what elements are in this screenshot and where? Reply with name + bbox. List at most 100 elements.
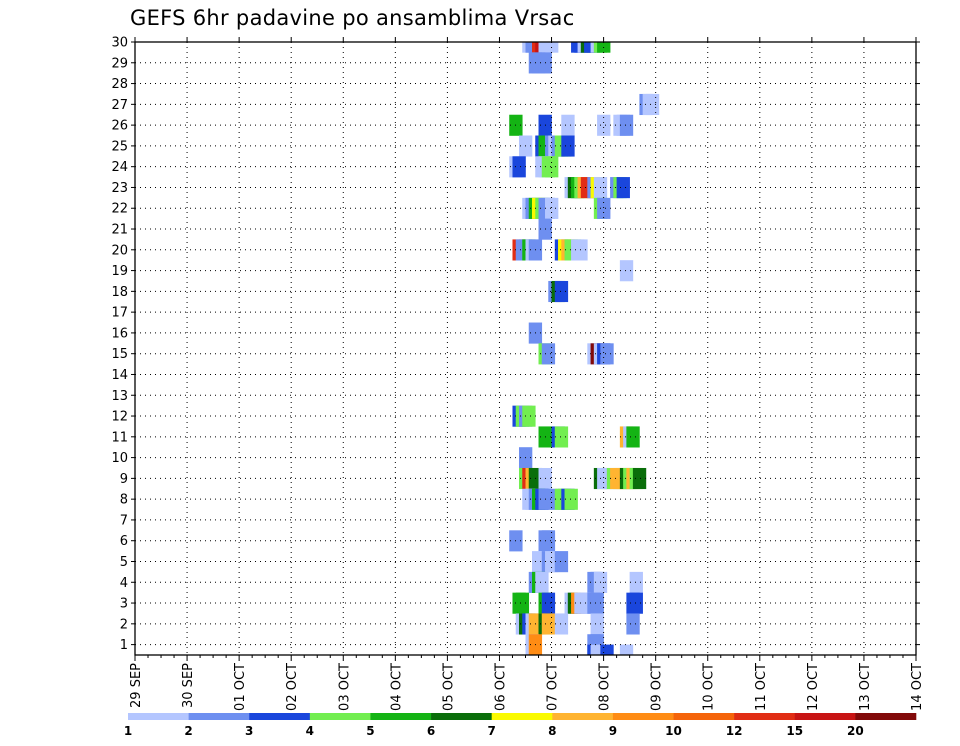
data-cell (561, 114, 575, 136)
legend-color-swatch (612, 713, 674, 720)
legend-color-swatch (249, 713, 311, 720)
legend-color-swatch (552, 713, 614, 720)
data-cell (616, 177, 630, 199)
y-tick-label: 12 (111, 410, 128, 425)
y-tick-label: 28 (111, 77, 128, 92)
legend-label: 9 (609, 724, 617, 738)
data-cell (590, 613, 604, 635)
x-tick-label: 04 OCT (389, 663, 404, 711)
data-cell (554, 551, 569, 573)
x-tick-label: 05 OCT (441, 663, 456, 711)
data-cell (619, 260, 634, 282)
y-tick-label: 9 (120, 472, 128, 487)
y-tick-label: 15 (111, 347, 128, 362)
y-tick-label: 26 (111, 119, 128, 134)
data-cell (515, 592, 530, 614)
y-tick-label: 17 (111, 306, 128, 321)
y-tick-label: 21 (111, 223, 128, 238)
y-tick-label: 16 (111, 326, 128, 341)
legend-label: 8 (548, 724, 556, 738)
x-tick-label: 29 SEP (129, 663, 144, 708)
legend-label: 7 (488, 724, 496, 738)
x-tick-label: 14 OCT (910, 663, 925, 711)
legend-color-swatch (855, 713, 917, 720)
y-tick-label: 30 (111, 36, 128, 51)
data-cell (512, 156, 526, 178)
y-tick-label: 10 (111, 451, 128, 466)
data-cell (626, 613, 640, 635)
x-tick-label: 01 OCT (233, 663, 248, 711)
data-cell (619, 114, 634, 136)
x-tick-label: 09 OCT (650, 663, 665, 711)
legend-label: 15 (786, 724, 803, 738)
data-cell (597, 114, 611, 136)
data-cell (564, 488, 578, 510)
y-tick-label: 27 (111, 98, 128, 113)
x-tick-label: 03 OCT (337, 663, 352, 711)
x-tick-label: 10 OCT (702, 663, 717, 711)
data-cell (629, 571, 643, 593)
legend-label: 10 (665, 724, 682, 738)
legend-color-swatch (370, 713, 432, 720)
legend-color-swatch (309, 713, 371, 720)
x-tick-label: 02 OCT (285, 663, 300, 711)
data-cell (554, 426, 569, 448)
y-tick-label: 20 (111, 243, 128, 258)
data-cell (600, 644, 614, 656)
data-cell (600, 343, 614, 365)
chart-title: GEFS 6hr padavine po ansamblima Vrsac (130, 6, 575, 30)
x-tick-label: 13 OCT (858, 663, 873, 711)
legend-label: 3 (245, 724, 253, 738)
y-tick-label: 6 (120, 534, 128, 549)
data-cell (561, 135, 575, 157)
legend-label: 12 (726, 724, 743, 738)
legend-label: 20 (847, 724, 864, 738)
legend-label: 4 (306, 724, 314, 738)
y-tick-label: 24 (111, 160, 128, 175)
legend-label: 1 (124, 724, 132, 738)
legend-label: 6 (427, 724, 435, 738)
x-tick-label: 06 OCT (493, 663, 508, 711)
data-cell (541, 592, 556, 614)
data-cell (632, 467, 647, 490)
data-cell (590, 592, 604, 614)
y-tick-label: 4 (120, 576, 128, 591)
x-tick-label: 07 OCT (546, 663, 561, 711)
legend-color-swatch (491, 713, 553, 720)
x-tick-label: 12 OCT (806, 663, 821, 711)
y-tick-label: 11 (111, 430, 128, 445)
data-cell (545, 156, 559, 178)
legend-color-swatch (188, 713, 250, 720)
legend-color-swatch (673, 713, 735, 720)
y-tick-label: 29 (111, 56, 128, 71)
data-cell (554, 280, 569, 303)
legend-color-swatch (431, 713, 492, 720)
y-tick-label: 23 (111, 181, 128, 196)
data-cell (629, 592, 643, 614)
data-cell (541, 343, 556, 365)
data-cell (541, 613, 556, 635)
y-tick-label: 3 (120, 597, 128, 612)
x-tick-label: 08 OCT (598, 663, 613, 711)
y-tick-label: 14 (111, 368, 128, 383)
y-tick-label: 18 (111, 285, 128, 300)
y-tick-label: 25 (111, 139, 128, 154)
legend-color-swatch (734, 713, 796, 720)
y-tick-label: 8 (120, 493, 128, 508)
x-tick-label: 30 SEP (181, 663, 196, 708)
data-cell (597, 197, 611, 219)
data-cell (535, 571, 549, 593)
legend-color-swatch (794, 713, 856, 720)
y-tick-label: 1 (120, 638, 128, 653)
y-tick-label: 22 (111, 202, 128, 217)
data-cell (626, 426, 640, 448)
y-tick-label: 7 (120, 513, 128, 528)
y-tick-label: 5 (120, 555, 128, 570)
y-tick-label: 19 (111, 264, 128, 279)
data-cell (522, 405, 536, 427)
data-cell (554, 613, 569, 635)
legend-label: 2 (184, 724, 192, 738)
x-tick-label: 11 OCT (754, 663, 769, 711)
